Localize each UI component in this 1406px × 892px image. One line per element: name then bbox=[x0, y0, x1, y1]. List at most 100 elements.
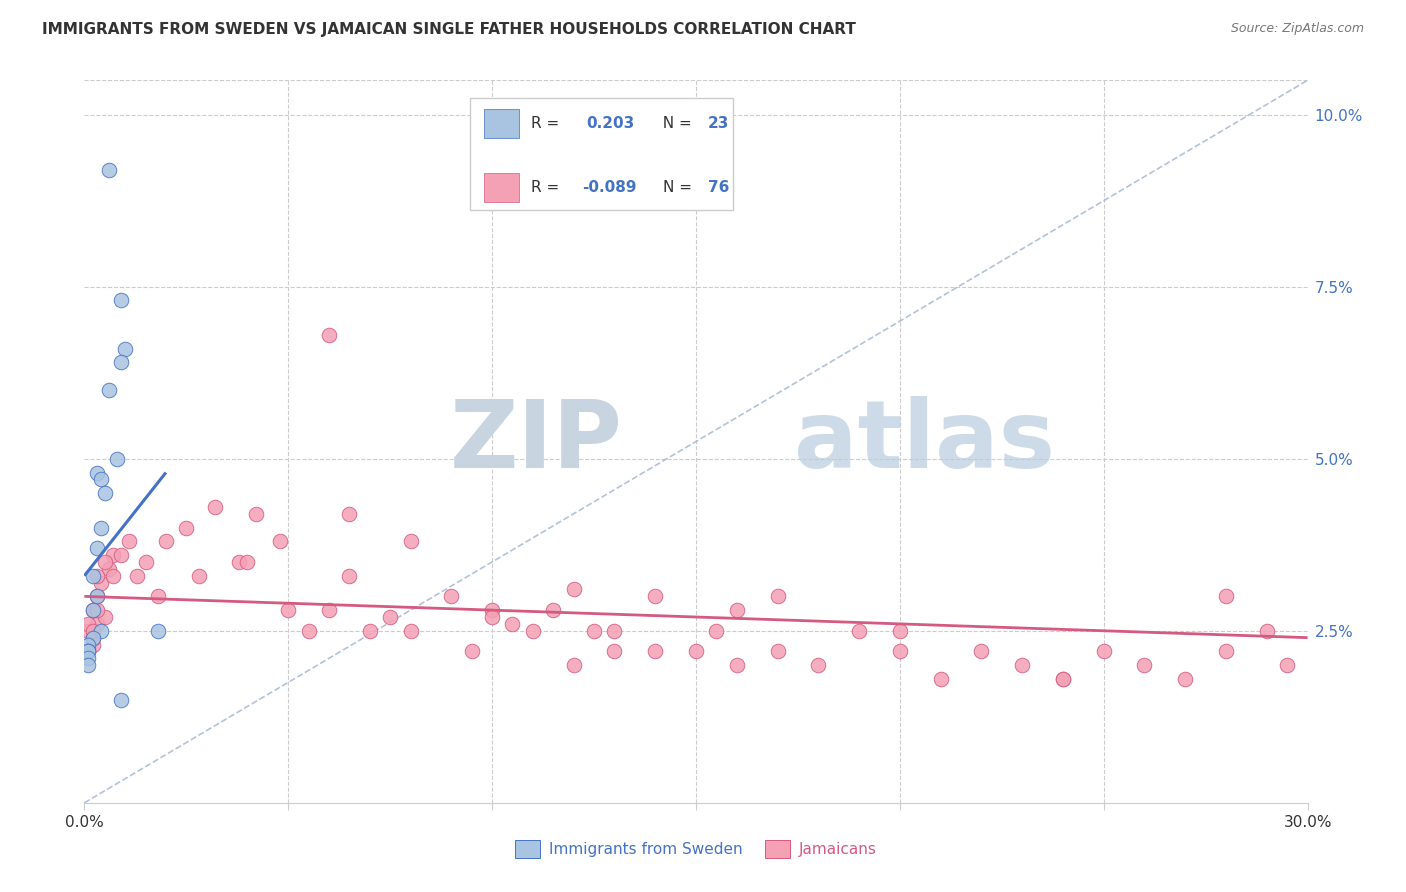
Point bbox=[77, 644, 100, 658]
Point bbox=[86, 616, 108, 631]
Point bbox=[82, 631, 104, 645]
Point bbox=[339, 568, 361, 582]
Point bbox=[399, 534, 422, 549]
Point bbox=[583, 624, 606, 638]
Point bbox=[1052, 672, 1074, 686]
Point bbox=[135, 555, 157, 569]
Point bbox=[1174, 672, 1197, 686]
Point bbox=[114, 342, 136, 356]
Point bbox=[93, 555, 115, 569]
Point bbox=[77, 651, 100, 665]
Point bbox=[82, 638, 104, 652]
Point bbox=[82, 624, 104, 638]
Point bbox=[1215, 590, 1237, 604]
Point bbox=[101, 548, 124, 562]
Point bbox=[1277, 658, 1299, 673]
Point bbox=[1133, 658, 1156, 673]
Point bbox=[77, 616, 100, 631]
Point bbox=[461, 644, 484, 658]
Text: 76: 76 bbox=[709, 179, 730, 194]
Point bbox=[77, 638, 100, 652]
Point bbox=[90, 472, 112, 486]
Point bbox=[90, 575, 112, 590]
Text: R =: R = bbox=[531, 179, 564, 194]
Point bbox=[97, 162, 120, 177]
Point bbox=[86, 541, 108, 556]
Point bbox=[1052, 672, 1074, 686]
Point bbox=[359, 624, 381, 638]
Point bbox=[174, 520, 197, 534]
Point bbox=[543, 603, 565, 617]
Point bbox=[644, 644, 666, 658]
Point bbox=[77, 644, 100, 658]
Point bbox=[522, 624, 544, 638]
Point bbox=[1092, 644, 1115, 658]
Text: Source: ZipAtlas.com: Source: ZipAtlas.com bbox=[1230, 22, 1364, 36]
Point bbox=[77, 644, 100, 658]
Point bbox=[187, 568, 209, 582]
Text: ZIP: ZIP bbox=[450, 395, 623, 488]
Point bbox=[77, 658, 100, 673]
Point bbox=[848, 624, 870, 638]
Point bbox=[440, 590, 463, 604]
Point bbox=[562, 582, 585, 597]
Point bbox=[97, 383, 120, 397]
Text: 0.203: 0.203 bbox=[586, 116, 634, 131]
Point bbox=[245, 507, 267, 521]
Point bbox=[93, 486, 115, 500]
Point bbox=[118, 534, 141, 549]
Point bbox=[502, 616, 524, 631]
Point bbox=[685, 644, 707, 658]
Point bbox=[86, 466, 108, 480]
Point bbox=[82, 603, 104, 617]
Point bbox=[339, 507, 361, 521]
Point bbox=[277, 603, 299, 617]
Point bbox=[228, 555, 250, 569]
Point bbox=[562, 658, 585, 673]
Point bbox=[90, 520, 112, 534]
Point bbox=[603, 644, 626, 658]
Point bbox=[146, 590, 169, 604]
Point bbox=[318, 603, 340, 617]
Point bbox=[110, 692, 132, 706]
Point bbox=[766, 590, 789, 604]
Point bbox=[82, 631, 104, 645]
Point bbox=[889, 644, 911, 658]
Text: N =: N = bbox=[654, 116, 697, 131]
Legend: Immigrants from Sweden, Jamaicans: Immigrants from Sweden, Jamaicans bbox=[509, 834, 883, 863]
Point bbox=[725, 658, 748, 673]
Point bbox=[155, 534, 177, 549]
Point bbox=[82, 603, 104, 617]
Point bbox=[110, 548, 132, 562]
Text: atlas: atlas bbox=[794, 395, 1054, 488]
Point bbox=[807, 658, 830, 673]
Point bbox=[318, 327, 340, 342]
Point bbox=[86, 590, 108, 604]
Point bbox=[90, 624, 112, 638]
Text: N =: N = bbox=[664, 179, 697, 194]
Point bbox=[1215, 644, 1237, 658]
Point bbox=[236, 555, 259, 569]
Point bbox=[706, 624, 728, 638]
FancyBboxPatch shape bbox=[484, 109, 519, 138]
Point bbox=[86, 568, 108, 582]
Point bbox=[970, 644, 993, 658]
Point bbox=[889, 624, 911, 638]
Point bbox=[105, 451, 128, 466]
Point bbox=[101, 568, 124, 582]
Point bbox=[603, 624, 626, 638]
Point bbox=[146, 624, 169, 638]
Point bbox=[127, 568, 149, 582]
Point bbox=[110, 355, 132, 369]
Point bbox=[204, 500, 226, 514]
Point bbox=[1256, 624, 1278, 638]
Text: IMMIGRANTS FROM SWEDEN VS JAMAICAN SINGLE FATHER HOUSEHOLDS CORRELATION CHART: IMMIGRANTS FROM SWEDEN VS JAMAICAN SINGL… bbox=[42, 22, 856, 37]
Point bbox=[86, 590, 108, 604]
Point bbox=[82, 568, 104, 582]
Point bbox=[298, 624, 321, 638]
Point bbox=[269, 534, 291, 549]
Point bbox=[399, 624, 422, 638]
Text: 23: 23 bbox=[709, 116, 730, 131]
Point bbox=[1011, 658, 1033, 673]
Point bbox=[93, 610, 115, 624]
